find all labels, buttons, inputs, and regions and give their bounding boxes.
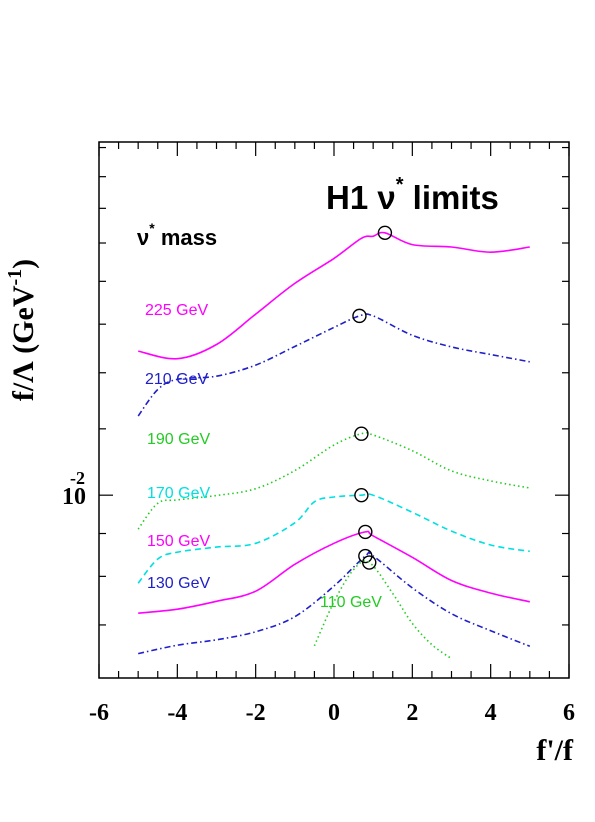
series-line-110-gev — [313, 560, 452, 660]
y-tick-label-exponent: -2 — [70, 468, 85, 488]
series-line-210-gev — [137, 313, 530, 417]
marker-150-gev — [358, 524, 373, 540]
x-axis-tick-labels: -6 -4 -2 0 2 4 6 — [89, 700, 575, 726]
marker-170-gev — [354, 487, 369, 503]
series-label-190-gev: 190 GeV — [147, 431, 210, 448]
curve-labels: 225 GeV 210 GeV 190 GeV 170 GeV 150 GeV 130 G… — [145, 302, 382, 611]
x-axis-ticks — [98, 142, 570, 678]
series-label-170-gev: 170 GeV — [147, 485, 210, 502]
x-tick-label: -6 — [89, 700, 109, 726]
series-group — [137, 225, 531, 660]
series-label-225-gev: 225 GeV — [145, 302, 208, 319]
x-tick-label: -4 — [167, 700, 187, 726]
marker-210-gev — [352, 308, 367, 324]
y-tick-label-base: 10 — [62, 484, 86, 510]
x-tick-label: 2 — [406, 700, 418, 726]
series-line-225-gev — [138, 231, 530, 360]
series-line-170-gev — [137, 493, 530, 584]
x-tick-label: 0 — [328, 700, 340, 726]
legend-title: ν* mass — [137, 220, 217, 250]
x-axis-title: f'/f — [536, 734, 574, 767]
series-line-130-gev — [138, 551, 531, 655]
series-line-190-gev — [137, 431, 530, 530]
marker-225-gev — [377, 225, 393, 240]
series-label-110-gev: 110 GeV — [320, 594, 382, 611]
series-line-150-gev — [138, 530, 530, 614]
y-axis-title: f/Λ (GeV-1) — [4, 259, 40, 401]
series-label-210-gev: 210 GeV — [145, 371, 208, 388]
series-label-130-gev: 130 GeV — [147, 575, 210, 592]
x-tick-label: 4 — [485, 700, 497, 726]
marker-110-gev — [362, 555, 377, 570]
x-tick-label: 6 — [563, 700, 575, 726]
series-label-150-gev: 150 GeV — [147, 533, 210, 550]
chart-title: H1 ν* limits — [326, 174, 499, 216]
y-axis-ticks — [99, 146, 569, 626]
x-tick-label: -2 — [246, 700, 266, 726]
marker-190-gev — [354, 426, 369, 441]
